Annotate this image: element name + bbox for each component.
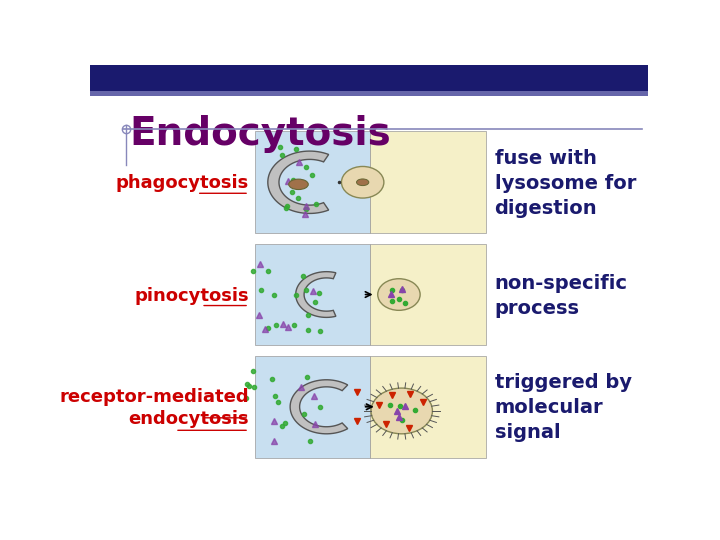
Circle shape (378, 279, 420, 310)
Bar (255, 356, 370, 458)
Text: pinocytosis: pinocytosis (135, 287, 249, 305)
Text: triggered by
molecular
signal: triggered by molecular signal (495, 373, 631, 442)
Bar (90, 91, 648, 96)
Ellipse shape (289, 179, 308, 190)
PathPatch shape (296, 272, 336, 318)
Circle shape (341, 166, 384, 198)
Ellipse shape (356, 179, 369, 186)
Bar (255, 131, 370, 233)
Text: phagocytosis: phagocytosis (116, 174, 249, 192)
Bar (90, 65, 648, 92)
Text: fuse with
lysosome for
digestion: fuse with lysosome for digestion (495, 149, 636, 218)
Text: Endocytosis: Endocytosis (129, 114, 391, 153)
Bar (370, 356, 486, 458)
Circle shape (371, 388, 433, 434)
Text: non-specific
process: non-specific process (495, 274, 628, 318)
Bar (370, 131, 486, 233)
Bar (255, 244, 370, 346)
Text: receptor-mediated
endocytosis: receptor-mediated endocytosis (60, 388, 249, 428)
PathPatch shape (290, 380, 348, 434)
Bar (370, 244, 486, 346)
PathPatch shape (268, 151, 328, 213)
